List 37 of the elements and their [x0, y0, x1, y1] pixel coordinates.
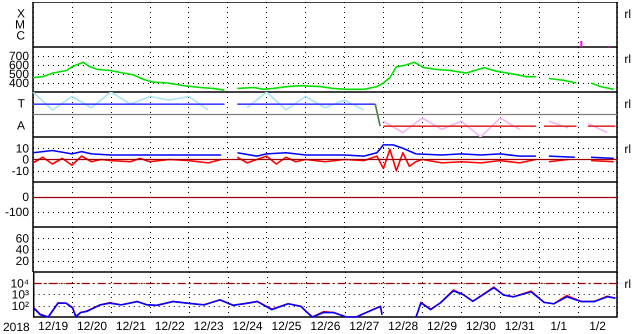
x-tick-label: 12/29 — [426, 319, 458, 333]
x-tick-label: 1/2 — [589, 319, 606, 333]
y-tick-label: 0 — [22, 152, 30, 166]
x-tick-label: 12/28 — [388, 319, 418, 333]
x-tick-label: 12/25 — [271, 319, 302, 333]
x-tick-label: 12/27 — [349, 319, 380, 333]
x-tick-label: 12/26 — [310, 319, 341, 333]
x-tick-label: 12/21 — [116, 319, 146, 333]
y-tick-label: 40 — [16, 242, 30, 256]
x-tick-label: 12/20 — [77, 319, 108, 333]
text: T — [18, 96, 26, 110]
text: M — [15, 18, 25, 32]
x-tick-label: 12/19 — [38, 319, 68, 333]
x-tick-label: 12/24 — [232, 319, 263, 333]
y-tick-label: 10 — [16, 141, 30, 156]
y-tick-label: 0 — [22, 190, 30, 204]
x-tick-label: 12/23 — [194, 319, 224, 333]
text: C — [16, 28, 26, 42]
y-tick-label: 60 — [16, 231, 30, 246]
text: rl — [624, 277, 632, 291]
y-tick-label: 20 — [16, 254, 30, 268]
x-tick-label: 12/22 — [154, 319, 186, 333]
x-tick-label: 1/1 — [550, 319, 568, 333]
text: rl — [624, 7, 632, 21]
x-tick-label: 12/31 — [504, 319, 536, 333]
text: rl — [624, 52, 632, 66]
y-tick-label: 10² — [12, 298, 30, 313]
y-tick-label: 10⁴ — [10, 276, 29, 290]
x-axis-title: 2018 — [2, 320, 30, 334]
text: rl — [624, 142, 632, 156]
text: A — [16, 118, 25, 132]
text: rl — [624, 97, 632, 111]
x-tick-label: 12/30 — [466, 319, 496, 333]
text: X — [16, 6, 25, 20]
y-tick-label: -10 — [12, 164, 30, 178]
y-tick-label: -100 — [4, 205, 30, 219]
y-tick-label: 10³ — [12, 288, 30, 302]
